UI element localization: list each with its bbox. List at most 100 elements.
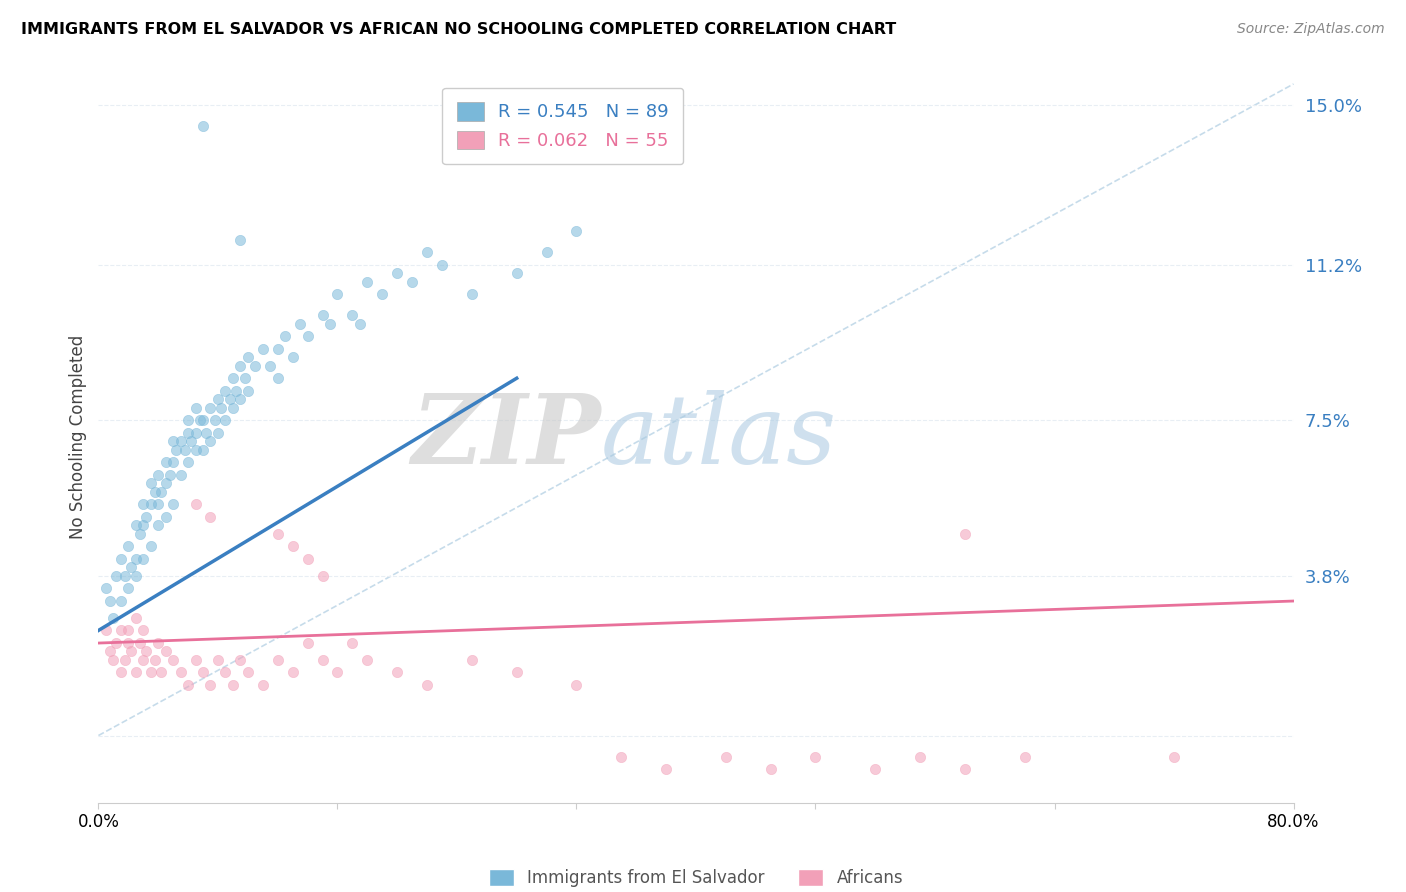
Point bbox=[120, 560, 142, 574]
Point bbox=[506, 665, 529, 680]
Point bbox=[114, 569, 136, 583]
Point bbox=[236, 665, 259, 680]
Point bbox=[169, 665, 191, 680]
Point bbox=[536, 245, 558, 260]
Point bbox=[214, 665, 236, 680]
Point bbox=[155, 510, 177, 524]
Point bbox=[222, 371, 245, 385]
Point bbox=[281, 350, 304, 364]
Point bbox=[139, 476, 162, 491]
Point bbox=[385, 266, 409, 280]
Point bbox=[143, 653, 166, 667]
Point bbox=[132, 624, 155, 638]
Point bbox=[209, 401, 232, 415]
Point bbox=[162, 434, 184, 449]
Point bbox=[117, 624, 139, 638]
Point bbox=[267, 371, 290, 385]
Point bbox=[177, 413, 200, 427]
Point bbox=[953, 526, 976, 541]
Point bbox=[236, 384, 259, 398]
Point bbox=[804, 749, 827, 764]
Point bbox=[356, 275, 378, 289]
Point bbox=[105, 636, 128, 650]
Point bbox=[297, 552, 319, 566]
Point bbox=[233, 371, 256, 385]
Point bbox=[150, 484, 173, 499]
Point bbox=[200, 678, 222, 692]
Point bbox=[132, 518, 155, 533]
Point bbox=[148, 497, 170, 511]
Point bbox=[125, 552, 148, 566]
Point bbox=[120, 644, 142, 658]
Point bbox=[200, 434, 222, 449]
Point bbox=[177, 678, 200, 692]
Point bbox=[117, 582, 139, 596]
Point bbox=[267, 342, 290, 356]
Point bbox=[184, 401, 207, 415]
Point bbox=[267, 526, 290, 541]
Point bbox=[200, 401, 222, 415]
Point bbox=[191, 665, 214, 680]
Point bbox=[139, 665, 162, 680]
Point bbox=[953, 762, 976, 776]
Point bbox=[356, 653, 378, 667]
Point bbox=[103, 653, 125, 667]
Point bbox=[135, 510, 157, 524]
Point bbox=[610, 749, 633, 764]
Point bbox=[177, 425, 200, 440]
Point bbox=[245, 359, 267, 373]
Point bbox=[319, 317, 342, 331]
Point bbox=[222, 678, 245, 692]
Point bbox=[94, 624, 117, 638]
Point bbox=[252, 342, 274, 356]
Point bbox=[430, 258, 453, 272]
Point bbox=[98, 644, 122, 658]
Point bbox=[204, 413, 226, 427]
Point bbox=[416, 678, 439, 692]
Point bbox=[184, 442, 207, 457]
Point bbox=[110, 552, 132, 566]
Point bbox=[177, 455, 200, 469]
Point bbox=[506, 266, 529, 280]
Point bbox=[174, 442, 197, 457]
Point bbox=[297, 329, 319, 343]
Legend: Immigrants from El Salvador, Africans: Immigrants from El Salvador, Africans bbox=[482, 863, 910, 892]
Point bbox=[169, 434, 191, 449]
Point bbox=[229, 653, 252, 667]
Point bbox=[132, 552, 155, 566]
Point bbox=[155, 455, 177, 469]
Point bbox=[1163, 749, 1185, 764]
Point bbox=[214, 413, 236, 427]
Point bbox=[207, 653, 229, 667]
Point bbox=[165, 442, 187, 457]
Point bbox=[191, 413, 214, 427]
Point bbox=[200, 510, 222, 524]
Point bbox=[259, 359, 281, 373]
Point bbox=[1014, 749, 1036, 764]
Point bbox=[225, 384, 247, 398]
Point bbox=[371, 287, 394, 301]
Text: Source: ZipAtlas.com: Source: ZipAtlas.com bbox=[1237, 22, 1385, 37]
Point bbox=[416, 245, 439, 260]
Point bbox=[311, 653, 333, 667]
Point bbox=[349, 317, 371, 331]
Point bbox=[311, 308, 333, 322]
Point bbox=[125, 665, 148, 680]
Point bbox=[565, 678, 588, 692]
Point bbox=[169, 467, 191, 482]
Point bbox=[222, 401, 245, 415]
Point bbox=[159, 467, 181, 482]
Point bbox=[114, 653, 136, 667]
Point bbox=[236, 350, 259, 364]
Point bbox=[150, 665, 173, 680]
Point bbox=[125, 611, 148, 625]
Point bbox=[188, 413, 211, 427]
Point bbox=[288, 317, 311, 331]
Point bbox=[162, 653, 184, 667]
Text: ZIP: ZIP bbox=[411, 390, 600, 484]
Point bbox=[565, 224, 588, 238]
Text: IMMIGRANTS FROM EL SALVADOR VS AFRICAN NO SCHOOLING COMPLETED CORRELATION CHART: IMMIGRANTS FROM EL SALVADOR VS AFRICAN N… bbox=[21, 22, 897, 37]
Point bbox=[342, 308, 364, 322]
Point bbox=[125, 518, 148, 533]
Point bbox=[191, 442, 214, 457]
